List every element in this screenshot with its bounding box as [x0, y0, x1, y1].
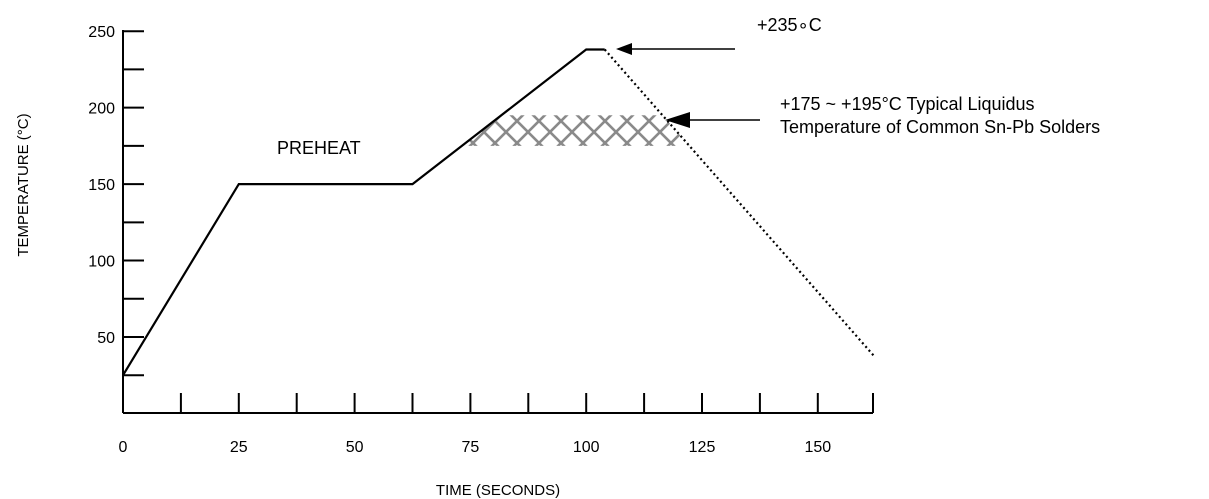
liquidus-label-line2: Temperature of Common Sn-Pb Solders	[780, 117, 1100, 137]
peak-temp-label: +235∘C	[757, 15, 822, 35]
peak-arrow	[616, 43, 735, 55]
heating-line	[122, 48, 605, 376]
y-tick-label: 150	[88, 177, 115, 194]
x-axis-ticks: 0 25 50 75 100 125 150	[119, 393, 874, 456]
x-tick-label: 125	[689, 439, 716, 456]
x-axis-title: TIME (SECONDS)	[436, 482, 560, 499]
liquidus-label-line1: +175 ~ +195°C Typical Liquidus	[780, 94, 1035, 114]
x-tick-label: 0	[119, 439, 128, 456]
liquidus-band	[461, 115, 690, 146]
preheat-label: PREHEAT	[277, 138, 361, 158]
y-tick-label: 50	[97, 330, 115, 347]
x-tick-label: 75	[462, 439, 480, 456]
y-axis-ticks: 50 100 150 200 250	[88, 24, 144, 377]
x-tick-label: 100	[573, 439, 600, 456]
liquidus-arrow	[665, 112, 760, 128]
x-tick-label: 25	[230, 439, 248, 456]
y-tick-label: 100	[88, 254, 115, 271]
y-axis-title: TEMPERATURE (°C)	[15, 113, 32, 256]
y-tick-label: 250	[88, 24, 115, 41]
y-tick-label: 200	[88, 101, 115, 118]
profile-series	[122, 48, 875, 376]
x-tick-label: 50	[346, 439, 364, 456]
x-tick-label: 150	[804, 439, 831, 456]
